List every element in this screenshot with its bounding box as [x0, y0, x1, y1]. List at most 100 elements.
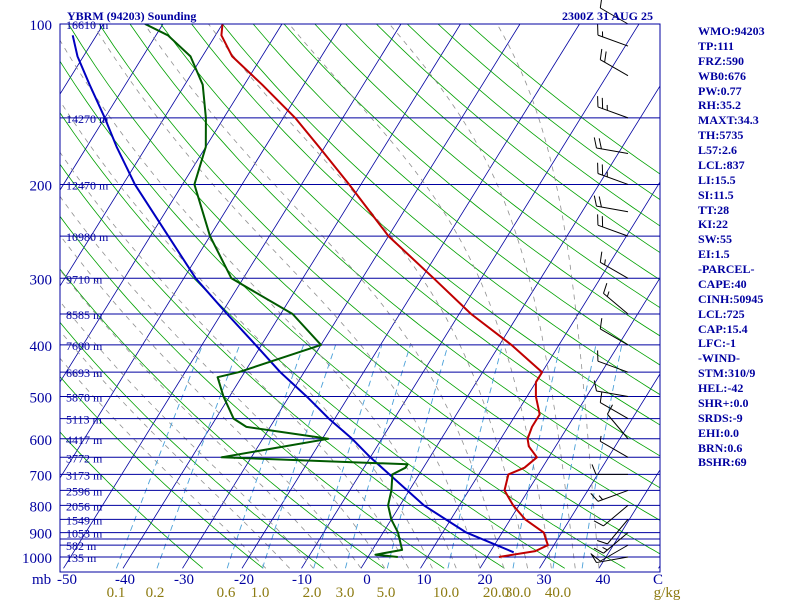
dry-adiabat-line	[191, 24, 660, 426]
dry-adiabat-line	[60, 321, 324, 569]
dry-adiabat-line	[252, 24, 660, 366]
wind-barb-feather	[590, 553, 597, 563]
isotherm-line	[122, 24, 461, 569]
wind-barb-feather	[591, 464, 597, 475]
mixing-ratio-line	[581, 344, 623, 569]
wind-barb	[593, 195, 629, 213]
dry-adiabat-line	[376, 24, 660, 254]
index-item: -WIND-	[698, 351, 740, 366]
wind-barb	[597, 350, 629, 373]
height-label: 2596 m	[66, 484, 103, 498]
wind-barb	[599, 318, 629, 346]
wind-barb-staff	[600, 328, 629, 346]
wind-barb-half-feather	[602, 546, 608, 551]
wind-barb-staff	[597, 106, 629, 119]
height-label: 10980 m	[66, 230, 109, 244]
wind-barb-half-feather	[606, 291, 610, 297]
dry-adiabat-line	[60, 268, 385, 569]
index-item: MAXT:34.3	[698, 113, 759, 128]
wind-barb-feather	[599, 48, 603, 60]
moist-adiabat-line	[60, 330, 290, 569]
temperature-tick-label: -30	[174, 572, 194, 588]
mixing-ratio-tick-label: 0.1	[107, 585, 126, 600]
wind-barb	[597, 214, 629, 237]
index-item: WMO:94203	[698, 24, 765, 38]
wind-barb	[593, 504, 629, 527]
index-item: BRN:0.6	[698, 440, 743, 455]
wind-barb-feather	[599, 391, 603, 403]
index-item: CAP:15.4	[698, 321, 748, 336]
index-item: LI:15.5	[698, 172, 736, 187]
height-label: 12470 m	[66, 178, 109, 192]
temperature-tick-label: 0	[363, 572, 371, 588]
moist-adiabat-line	[60, 39, 457, 569]
temperature-tick-label: -40	[115, 572, 135, 588]
wind-barb-staff	[600, 402, 629, 420]
wind-barb-feather	[593, 137, 597, 149]
isotherm-line	[60, 24, 283, 383]
index-item: FRZ:590	[698, 53, 744, 68]
index-item: LFC:-1	[698, 336, 736, 351]
valid-time: 2300Z 31 AUG 25	[562, 9, 654, 23]
temperature-tick-label: 20	[478, 572, 493, 588]
index-item: EHI:0.0	[698, 425, 740, 440]
mixing-ratio-tick-label: 3.0	[336, 585, 355, 600]
index-item: LCL:725	[698, 306, 745, 321]
index-item: CAPE:40	[698, 276, 747, 291]
pressure-label: 400	[30, 339, 53, 355]
height-label: 6693 m	[66, 366, 103, 380]
index-item: TH:5735	[698, 128, 744, 143]
height-label: 3173 m	[66, 468, 103, 482]
wind-barb-feather	[604, 51, 607, 63]
temperature-tick-label: 10	[417, 572, 432, 588]
moist-adiabat-line	[144, 24, 505, 569]
height-label: 7600 m	[66, 339, 103, 353]
index-panel: WMO:94203 TP:111 FRZ:590 WB0:676 PW:0.77 RH:3…	[698, 24, 798, 470]
dry-adiabat-line	[98, 24, 660, 521]
pressure-label: 500	[30, 391, 53, 407]
wind-barb-half-feather	[599, 435, 602, 442]
wind-barb	[599, 48, 629, 77]
mixing-ratio-line	[226, 344, 305, 569]
wind-barb	[597, 96, 629, 119]
index-item: L57:2.6	[698, 143, 737, 157]
wind-barb	[593, 380, 629, 398]
mixing-ratio-tick-label: g/kg	[654, 585, 681, 600]
wind-barb	[590, 489, 629, 502]
plot-frame	[59, 23, 661, 573]
isotherm-line	[63, 24, 402, 569]
sounding-traces	[71, 24, 549, 558]
mixing-ratio-tick-labels: 0.1 0.2 0.6 1.0 2.0 3.0 5.0 10.0 20.030.0 40.0 g/k…	[107, 585, 681, 600]
wind-barb	[593, 532, 629, 554]
station-title: YBRM (94203) Sounding	[67, 9, 197, 23]
wind-barb-feather	[593, 380, 597, 392]
wind-barb-staff	[596, 556, 629, 564]
wind-barb	[597, 162, 629, 185]
mixing-ratio-line	[115, 344, 204, 569]
height-label: 3772 m	[66, 451, 103, 465]
mixing-ratio-line	[262, 344, 337, 569]
temperature-tick-label: -10	[292, 572, 312, 588]
dry-adiabats	[60, 24, 660, 569]
mixing-ratio-tick-label: 0.6	[217, 585, 236, 600]
index-item: WB0:676	[698, 68, 746, 83]
isotherm-line	[360, 85, 660, 569]
dry-adiabat-line	[60, 60, 626, 569]
wind-barb-feather	[599, 0, 602, 9]
height-label: 9710 m	[66, 272, 103, 286]
wind-barb-feather	[598, 196, 602, 208]
temperature-trace	[220, 24, 549, 558]
moist-adiabat-line	[60, 195, 386, 569]
wind-barb-staff	[596, 147, 629, 155]
pressure-label: 700	[30, 468, 53, 484]
temperature-tick-label: C	[653, 572, 663, 588]
wind-barb	[591, 464, 628, 475]
moist-adiabat-line	[60, 100, 433, 569]
wind-barb	[597, 24, 629, 47]
height-label: 582 m	[66, 539, 97, 553]
isobars	[60, 24, 660, 558]
wind-barb-staff	[597, 360, 629, 373]
index-item: TT:28	[698, 202, 730, 217]
wind-barb-feather	[593, 520, 604, 527]
index-item: HEL:-42	[698, 381, 744, 395]
